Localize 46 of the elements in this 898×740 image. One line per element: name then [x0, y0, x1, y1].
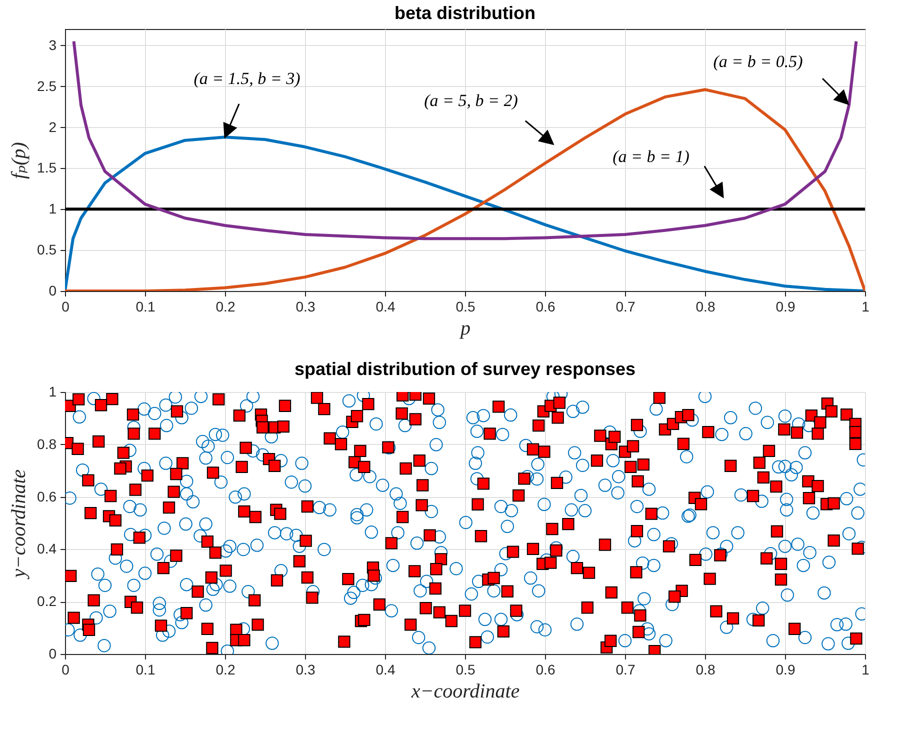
y-tick-label: 0.6: [37, 488, 57, 504]
x-tick-label: 0.8: [696, 662, 716, 678]
y-tick-label: 2.5: [37, 78, 57, 94]
x-axis-title: p: [458, 318, 470, 340]
x-tick-label: 0.8: [696, 298, 716, 314]
x-tick-label: 0.2: [216, 662, 236, 678]
y-axis-title: fₚ(p): [8, 142, 30, 179]
x-tick-label: 0.2: [216, 298, 236, 314]
x-tick-label: 0.5: [456, 298, 476, 314]
annotation: (a = 1.5, b = 3): [194, 69, 301, 88]
x-tick-label: 0.3: [296, 662, 316, 678]
y-tick-label: 1.5: [37, 160, 57, 176]
y-tick-label: 0.4: [37, 540, 57, 557]
x-tick-label: 0: [62, 298, 70, 314]
x-tick-label: 0.6: [536, 298, 556, 314]
x-tick-label: 0.1: [136, 298, 156, 314]
y-tick-label: 0.5: [37, 242, 57, 258]
y-tick-label: 2: [48, 118, 57, 135]
annotation: (a = 5, b = 2): [424, 91, 518, 110]
y-axis-title: y−coordinate: [8, 469, 30, 580]
chart-title: spatial distribution of survey responses: [294, 359, 636, 379]
x-tick-label: 0.7: [616, 298, 636, 314]
y-tick-label: 1: [48, 384, 57, 400]
x-tick-label: 1: [862, 298, 870, 314]
x-tick-label: 0.7: [616, 662, 636, 678]
x-tick-label: 0: [62, 662, 70, 678]
y-tick-label: 0.8: [37, 436, 57, 452]
x-tick-label: 0.6: [536, 662, 556, 678]
x-tick-label: 0.1: [136, 662, 156, 678]
x-tick-label: 0.9: [776, 298, 796, 314]
x-axis-title: x−coordinate: [410, 680, 520, 702]
chart-title: beta distribution: [394, 3, 536, 23]
annotation: (a = b = 0.5): [713, 52, 804, 71]
y-tick-label: 0.2: [37, 593, 57, 610]
x-tick-label: 0.4: [376, 662, 396, 678]
line-series: [72, 40, 858, 240]
y-tick-label: 0: [48, 282, 57, 298]
x-tick-label: 0.9: [776, 662, 796, 678]
y-tick-label: 3: [48, 36, 57, 53]
x-tick-label: 0.4: [376, 298, 396, 314]
y-tick-label: 0: [48, 646, 57, 662]
x-tick-label: 1: [862, 662, 870, 678]
annotation: (a = b = 1): [612, 147, 690, 166]
y-tick-label: 1: [48, 200, 57, 217]
x-tick-label: 0.3: [296, 298, 316, 314]
x-tick-label: 0.5: [456, 662, 476, 678]
